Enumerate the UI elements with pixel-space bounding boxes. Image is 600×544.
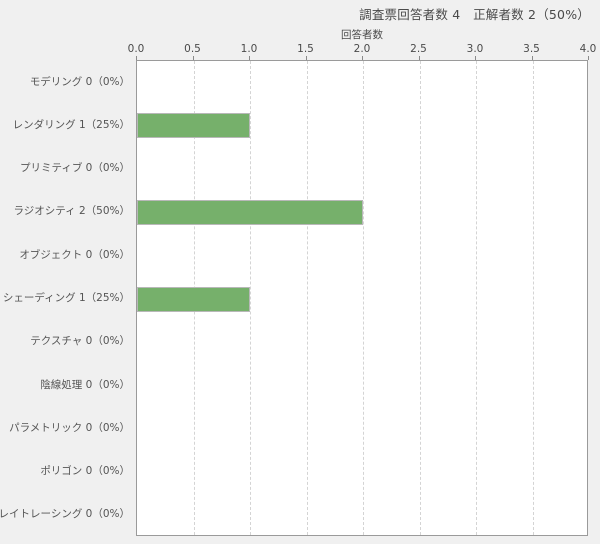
x-tick-mark xyxy=(475,56,476,60)
bar xyxy=(137,286,250,312)
plot-area xyxy=(136,60,588,536)
y-category-label: シェーディング 1（25%） xyxy=(2,292,130,304)
x-tick-label: 0.0 xyxy=(127,43,145,55)
x-tick-mark xyxy=(418,56,420,60)
y-category-label: ラジオシティ 2（50%） xyxy=(13,205,130,218)
y-category-label: テクスチャ 0（0%） xyxy=(30,335,130,348)
y-category-label: 陰線処理 0（0%） xyxy=(40,378,130,391)
x-tick-mark xyxy=(305,56,307,60)
x-tick-label: 2.0 xyxy=(353,43,371,55)
x-tick-label: 2.5 xyxy=(410,43,427,55)
gridline xyxy=(250,61,251,535)
x-tick-mark xyxy=(136,56,137,60)
y-category-label: プリミティブ 0（0%） xyxy=(19,162,130,175)
bar xyxy=(137,199,363,225)
gridline xyxy=(476,61,477,535)
x-tick-mark xyxy=(531,56,533,60)
y-category-label: レイトレーシング 0（0%） xyxy=(0,508,130,521)
gridline xyxy=(363,61,364,535)
y-category-label: レンダリング 1（25%） xyxy=(12,118,130,131)
y-category-label: ポリゴン 0（0%） xyxy=(40,465,130,478)
y-category-label: モデリング 0（0%） xyxy=(29,75,130,88)
x-tick-mark xyxy=(588,56,589,60)
bar xyxy=(137,113,250,139)
chart-title: 調査票回答者数 4 正解者数 2（50%） xyxy=(359,7,590,22)
x-tick-label: 3.5 xyxy=(523,43,540,55)
x-tick-mark xyxy=(362,56,363,60)
x-tick-label: 3.0 xyxy=(466,43,484,55)
x-axis-label: 回答者数 xyxy=(341,29,383,41)
x-tick-label: 1.5 xyxy=(297,43,314,55)
x-tick-label: 0.5 xyxy=(184,43,201,55)
x-tick-label: 1.0 xyxy=(240,43,258,55)
y-category-label: オブジェクト 0（0%） xyxy=(19,248,130,261)
gridline xyxy=(419,61,421,535)
x-tick-label: 4.0 xyxy=(579,43,597,55)
x-tick-mark xyxy=(192,56,194,60)
y-category-label: パラメトリック 0（0%） xyxy=(9,421,130,434)
gridline xyxy=(532,61,534,535)
gridline xyxy=(306,61,308,535)
x-tick-mark xyxy=(249,56,250,60)
